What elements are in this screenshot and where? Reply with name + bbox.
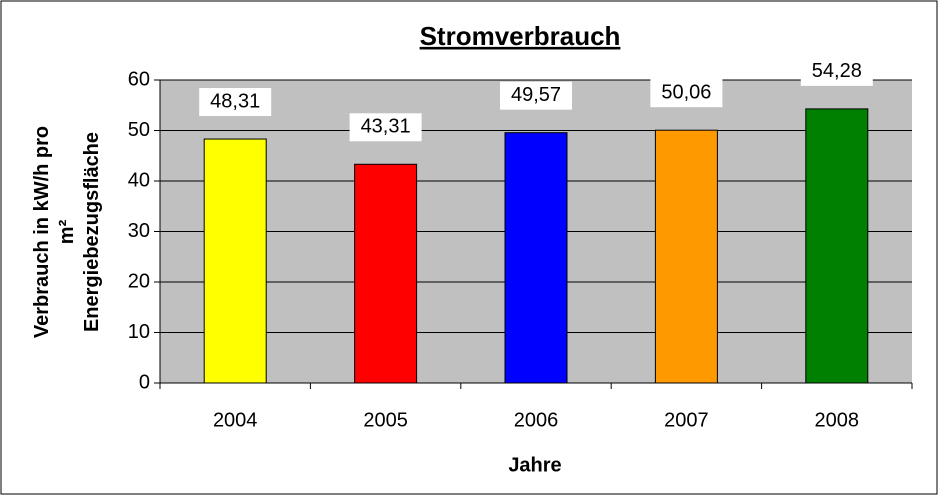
x-axis-label: Jahre: [508, 454, 561, 476]
y-tick-label: 30: [128, 220, 150, 242]
y-tick-label: 20: [128, 270, 150, 292]
y-tick-label: 60: [128, 68, 150, 90]
bar: [805, 108, 869, 384]
y-tick-label: 0: [139, 371, 150, 393]
x-tick-label: 2007: [664, 409, 709, 431]
y-axis-label-line: Verbrauch in kW/h pro: [31, 126, 53, 338]
y-tick-label: 40: [128, 169, 150, 191]
y-tick-label: 10: [128, 321, 150, 343]
x-tick-label: 2006: [514, 409, 559, 431]
value-label: 49,57: [511, 84, 561, 106]
y-axis-label-line: m²: [56, 219, 78, 244]
value-label: 50,06: [661, 81, 711, 103]
value-label-box: [800, 57, 873, 86]
bar: [354, 163, 418, 384]
chart-title: Stromverbrauch: [420, 21, 621, 51]
value-label: 43,31: [361, 116, 411, 138]
bar: [203, 138, 267, 384]
value-label-box: [500, 81, 572, 110]
bar: [504, 132, 568, 384]
y-axis-label: Verbrauch in kW/h pro m² Energiebezugsfläc…: [31, 126, 103, 338]
x-tick-label: 2008: [815, 409, 860, 431]
y-tick-label: 50: [128, 119, 150, 141]
bar: [654, 129, 718, 384]
y-axis-label-line: Energiebezugsfläche: [81, 132, 103, 332]
value-label-box: [349, 113, 422, 142]
x-tick-label: 2005: [363, 409, 408, 431]
x-tick-label: 2004: [213, 409, 258, 431]
value-label: 54,28: [812, 60, 862, 82]
value-label: 48,31: [210, 90, 260, 112]
value-label-box: [199, 88, 272, 117]
value-label-box: [650, 79, 723, 108]
